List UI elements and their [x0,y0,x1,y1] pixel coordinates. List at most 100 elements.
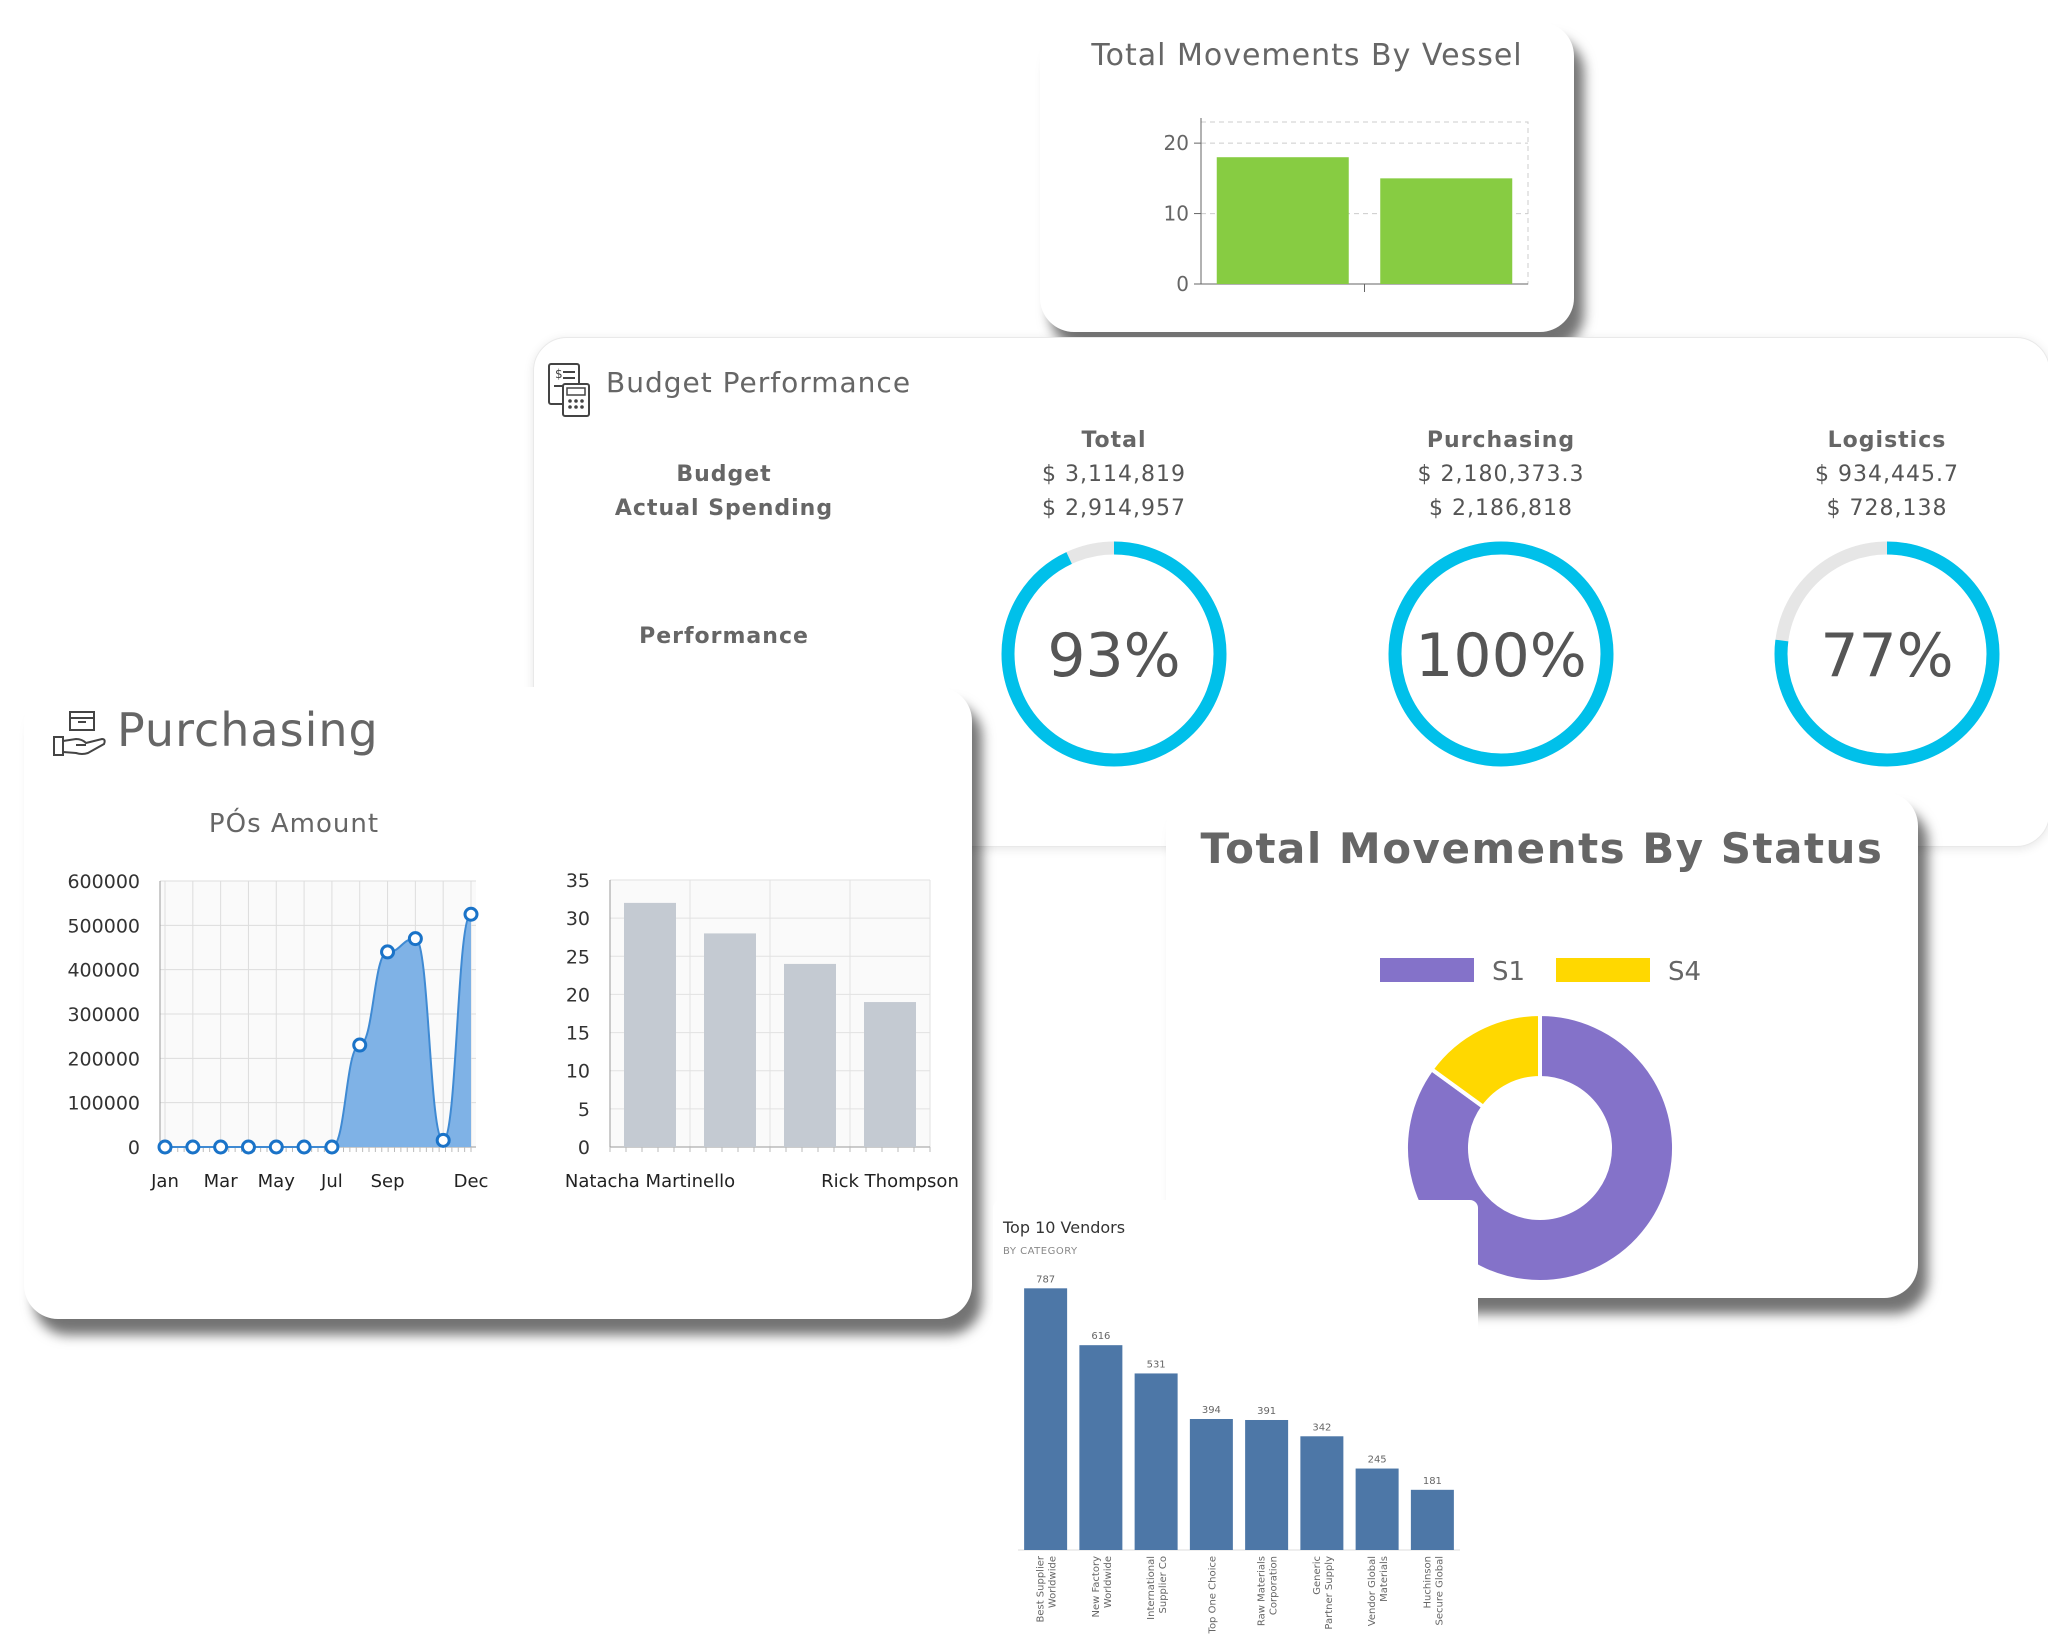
vendors-category-label: Supplier Co [1158,1556,1169,1613]
vendors-value-label: 181 [1423,1476,1442,1487]
vendors-bar [1410,1489,1454,1550]
po-amount-chart: 0 100000 200000 300000 400000 500000 600000 Jan… [67,871,489,1192]
buyers-y-tick-label: 0 [578,1137,590,1159]
po-amount-chart-title: PÓs Amount [208,809,380,839]
budget-value-logistics: $ 934,445.7 [1815,462,1959,487]
gauge-progress-arc [1388,541,1614,767]
vendors-bar [1245,1419,1289,1550]
po-x-tick-label: May [258,1171,296,1192]
buyers-x-label: Rick Thompson [821,1171,959,1192]
vendors-category-label: Secure Global [1434,1556,1445,1625]
po-data-point [213,1139,229,1155]
gauge-progress-arc [1001,541,1227,767]
po-area-fill [165,914,471,1147]
actual-value-logistics: $ 728,138 [1826,496,1948,521]
po-data-point [407,931,423,947]
po-data-point [185,1139,201,1155]
vendors-category-label: Materials [1379,1556,1390,1602]
vendors-value-label: 394 [1202,1405,1221,1416]
purchasing-card-title: Purchasing [117,703,379,757]
vendors-bar [1134,1373,1178,1550]
status-legend-swatch [1380,958,1474,982]
vendors-bar [1079,1345,1123,1550]
budget-col-header-purchasing: Purchasing [1426,428,1576,453]
budget-report-icon: $ [548,363,590,417]
actual-spending-row-label: Actual Spending [614,496,834,521]
po-data-point [324,1139,340,1155]
po-x-tick-label: Dec [454,1171,489,1192]
status-legend-swatch [1556,958,1650,982]
buyers-y-tick-label: 15 [566,1023,590,1045]
performance-row-label: Performance [639,624,809,649]
po-y-tick-label: 400000 [67,960,140,982]
vendors-category-label: Top One Choice [1207,1556,1218,1634]
vendors-card: Top 10 Vendors BY CATEGORY 787 Best Suppl… [993,1200,1478,1642]
actual-value-purchasing: $ 2,186,818 [1429,496,1573,521]
buyers-bar [864,1002,916,1147]
buyers-y-tick-label: 25 [566,946,590,968]
po-data-point [296,1139,312,1155]
po-x-tick-label: Jul [320,1171,343,1192]
po-x-tick-label: Sep [371,1171,405,1192]
po-data-point [380,944,396,960]
vessel-bar [1380,178,1513,284]
performance-percent-logistics: 77% [1820,621,1954,691]
po-data-point [268,1139,284,1155]
vendors-value-label: 616 [1091,1331,1110,1342]
performance-gauge-purchasing [1388,541,1614,767]
performance-gauge-total [1001,541,1227,767]
vessel-bar [1216,157,1349,284]
vessel-y-tick-label: 10 [1164,202,1189,226]
vendors-bar [1300,1436,1344,1550]
po-y-tick-label: 200000 [67,1048,140,1070]
status-legend-label: S1 [1492,957,1525,987]
buyers-x-label: Natacha Martinello [565,1171,735,1192]
po-y-tick-label: 100000 [67,1093,140,1115]
status-legend-label: S4 [1668,957,1701,987]
vendors-category-label: Partner Supply [1324,1556,1335,1630]
budget-col-header-logistics: Logistics [1827,428,1947,453]
vendors-category-label: Best Supplier [1036,1555,1047,1622]
budget-col-header-total: Total [1081,428,1147,453]
vendors-category-label: Generic [1312,1556,1323,1595]
vendors-category-label: New Factory [1091,1556,1102,1618]
buyers-y-tick-label: 30 [566,908,590,930]
purchasing-card: Purchasing PÓs Amount 0 100000 200000 3000… [24,687,972,1319]
buyers-bar [624,902,676,1147]
budget-row-label: Budget [676,462,772,487]
vendors-value-label: 787 [1036,1274,1055,1285]
po-data-point [352,1037,368,1053]
budget-value-purchasing: $ 2,180,373.3 [1417,462,1585,487]
vendors-category-label: Worldwide [1103,1556,1114,1608]
vendors-card-subtitle: BY CATEGORY [1003,1246,1078,1257]
vendors-category-label: Vendor Global [1367,1556,1378,1626]
performance-percent-total: 93% [1047,621,1181,691]
buyers-bar-chart: 0 5 10 15 20 25 30 35 Natacha Martinello Rick Tho… [565,870,959,1192]
vendors-value-label: 245 [1368,1455,1387,1466]
buyers-bar [704,933,756,1147]
vendors-category-label: Raw Materials [1257,1556,1268,1626]
po-y-tick-label: 0 [128,1137,140,1159]
vendors-card-title: Top 10 Vendors [1003,1218,1126,1237]
vendors-value-label: 531 [1147,1359,1166,1370]
vendors-value-label: 342 [1312,1422,1331,1433]
buyers-y-tick-label: 5 [578,1099,590,1121]
buyers-bar [784,963,836,1147]
po-data-point [435,1132,451,1148]
gauge-progress-arc [1774,541,2000,767]
buyers-y-tick-label: 35 [566,870,590,892]
actual-value-total: $ 2,914,957 [1042,496,1186,521]
buyers-y-tick-label: 20 [566,984,590,1006]
vendors-category-label: Corporation [1269,1556,1280,1615]
po-data-point [240,1139,256,1155]
po-x-tick-label: Jan [150,1171,179,1192]
vessel-y-tick-label: 20 [1164,131,1189,155]
po-y-tick-label: 600000 [67,871,140,893]
buyers-y-tick-label: 10 [566,1061,590,1083]
vendors-value-label: 391 [1257,1406,1276,1417]
vessel-y-tick-label: 0 [1176,272,1189,296]
performance-gauge-logistics [1774,541,2000,767]
status-card-title: Total Movements By Status [1200,824,1884,873]
po-data-point [157,1139,173,1155]
